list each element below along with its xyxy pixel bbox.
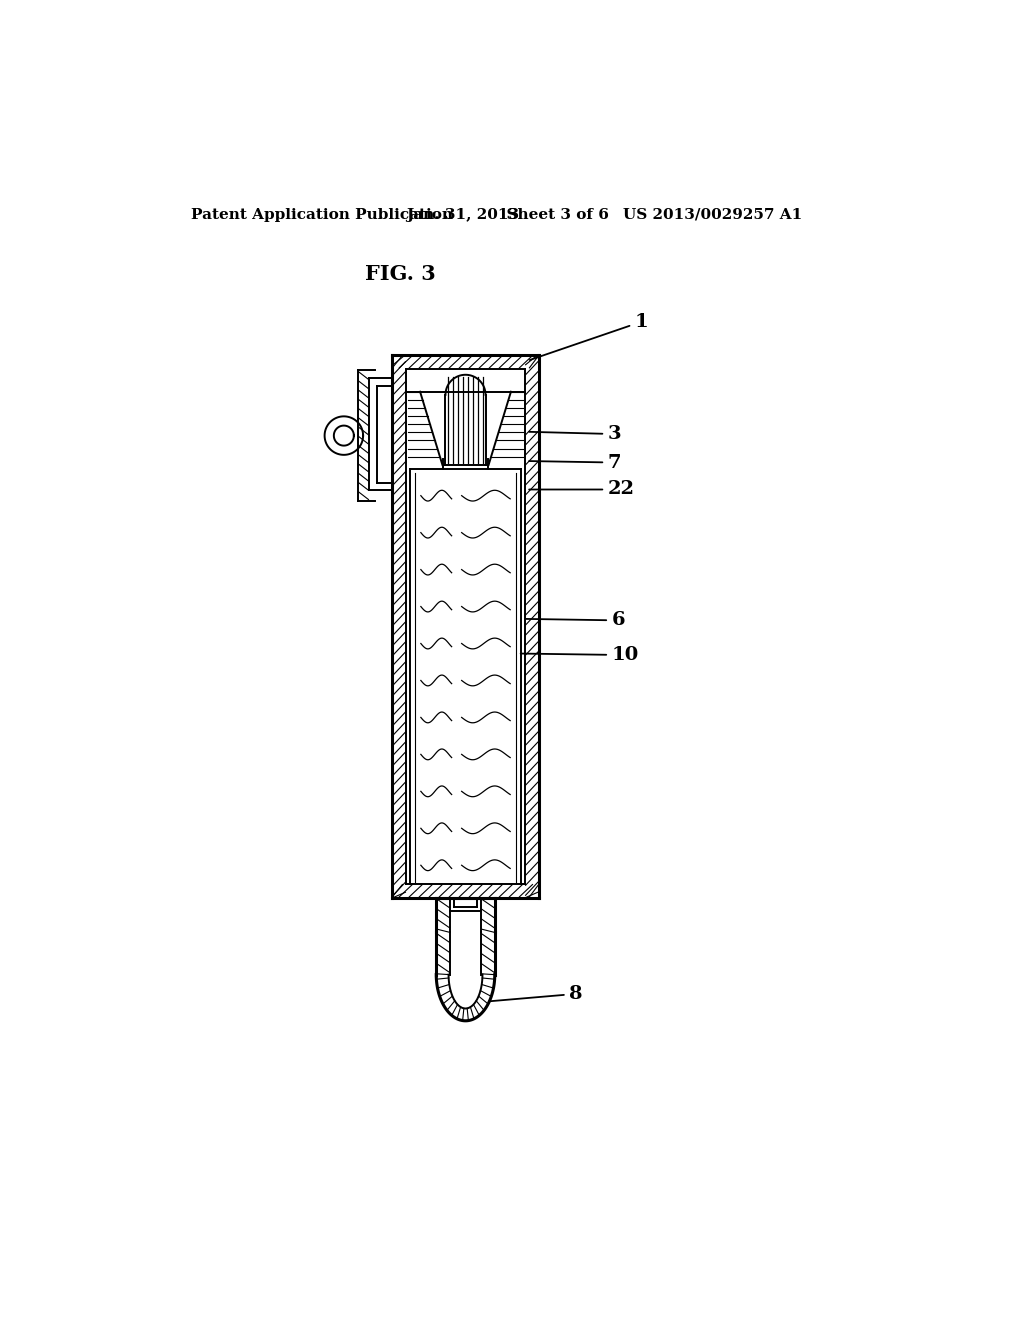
Text: 10: 10: [520, 645, 639, 664]
Text: 7: 7: [529, 454, 622, 471]
Text: 1: 1: [529, 313, 648, 360]
Text: 8: 8: [489, 985, 583, 1003]
Text: 22: 22: [529, 480, 635, 499]
Text: Jan. 31, 2013: Jan. 31, 2013: [407, 207, 519, 222]
Text: 3: 3: [529, 425, 622, 444]
Text: US 2013/0029257 A1: US 2013/0029257 A1: [624, 207, 803, 222]
Text: Patent Application Publication: Patent Application Publication: [190, 207, 453, 222]
Text: FIG. 3: FIG. 3: [365, 264, 435, 284]
Text: 6: 6: [525, 611, 626, 630]
Text: Sheet 3 of 6: Sheet 3 of 6: [497, 207, 609, 222]
